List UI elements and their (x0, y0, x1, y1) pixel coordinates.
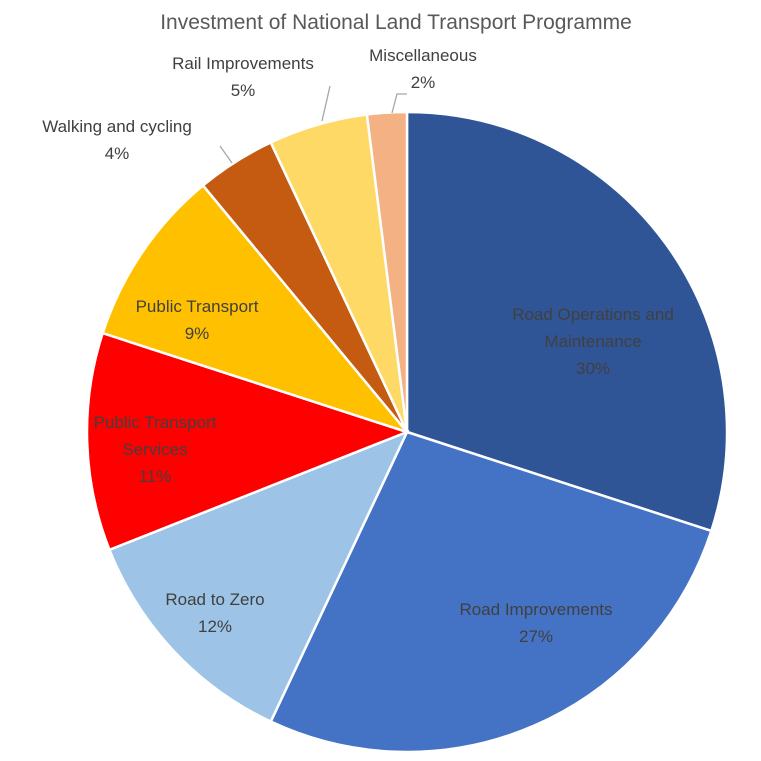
slice-name: Miscellaneous (369, 46, 477, 65)
slice-label-2: Road to Zero 12% (165, 590, 264, 636)
slice-label-1: Road Improvements 27% (459, 600, 612, 646)
slice-label-3: Public Transport Services 11% (94, 413, 217, 486)
pie-slice-4 (101, 183, 411, 435)
slice-name: Road Operations and (512, 305, 674, 324)
slice-name: Public Transport (136, 297, 259, 316)
slice-label-6: Rail Improvements 5% (172, 54, 314, 100)
chart-title: Investment of National Land Transport Pr… (160, 11, 632, 34)
slice-name: Rail Improvements (172, 54, 314, 73)
slice-percent: 9% (185, 324, 210, 343)
slice-percent: 11% (139, 467, 172, 486)
leader-line-6 (321, 85, 331, 122)
pie-slice-3 (85, 331, 411, 552)
slice-name: Walking and cycling (42, 117, 192, 136)
pie-slice-7 (365, 110, 409, 433)
leader-line-7 (391, 93, 407, 114)
slice-label-7: Miscellaneous 2% (369, 46, 477, 92)
pie-slice-0 (405, 110, 729, 533)
leader-line-5 (219, 145, 233, 164)
slice-percent: 27% (519, 627, 553, 646)
slice-percent: 30% (576, 359, 610, 378)
slice-name: Public Transport (94, 413, 217, 432)
slice-name: Services (122, 440, 187, 459)
slice-percent: 12% (198, 617, 232, 636)
slice-name: Maintenance (544, 332, 641, 351)
slice-percent: 4% (105, 144, 130, 163)
slice-label-5: Walking and cycling 4% (42, 117, 192, 163)
slice-name: Road Improvements (459, 600, 612, 619)
slice-name: Road to Zero (165, 590, 264, 609)
pie-slice-2 (107, 429, 410, 724)
pie-slice-1 (269, 430, 713, 754)
slice-label-0: Road Operations and Maintenance 30% (512, 305, 674, 378)
slice-label-4: Public Transport 9% (136, 297, 259, 343)
slice-percent: 5% (231, 81, 256, 100)
slice-percent: 2% (411, 73, 436, 92)
